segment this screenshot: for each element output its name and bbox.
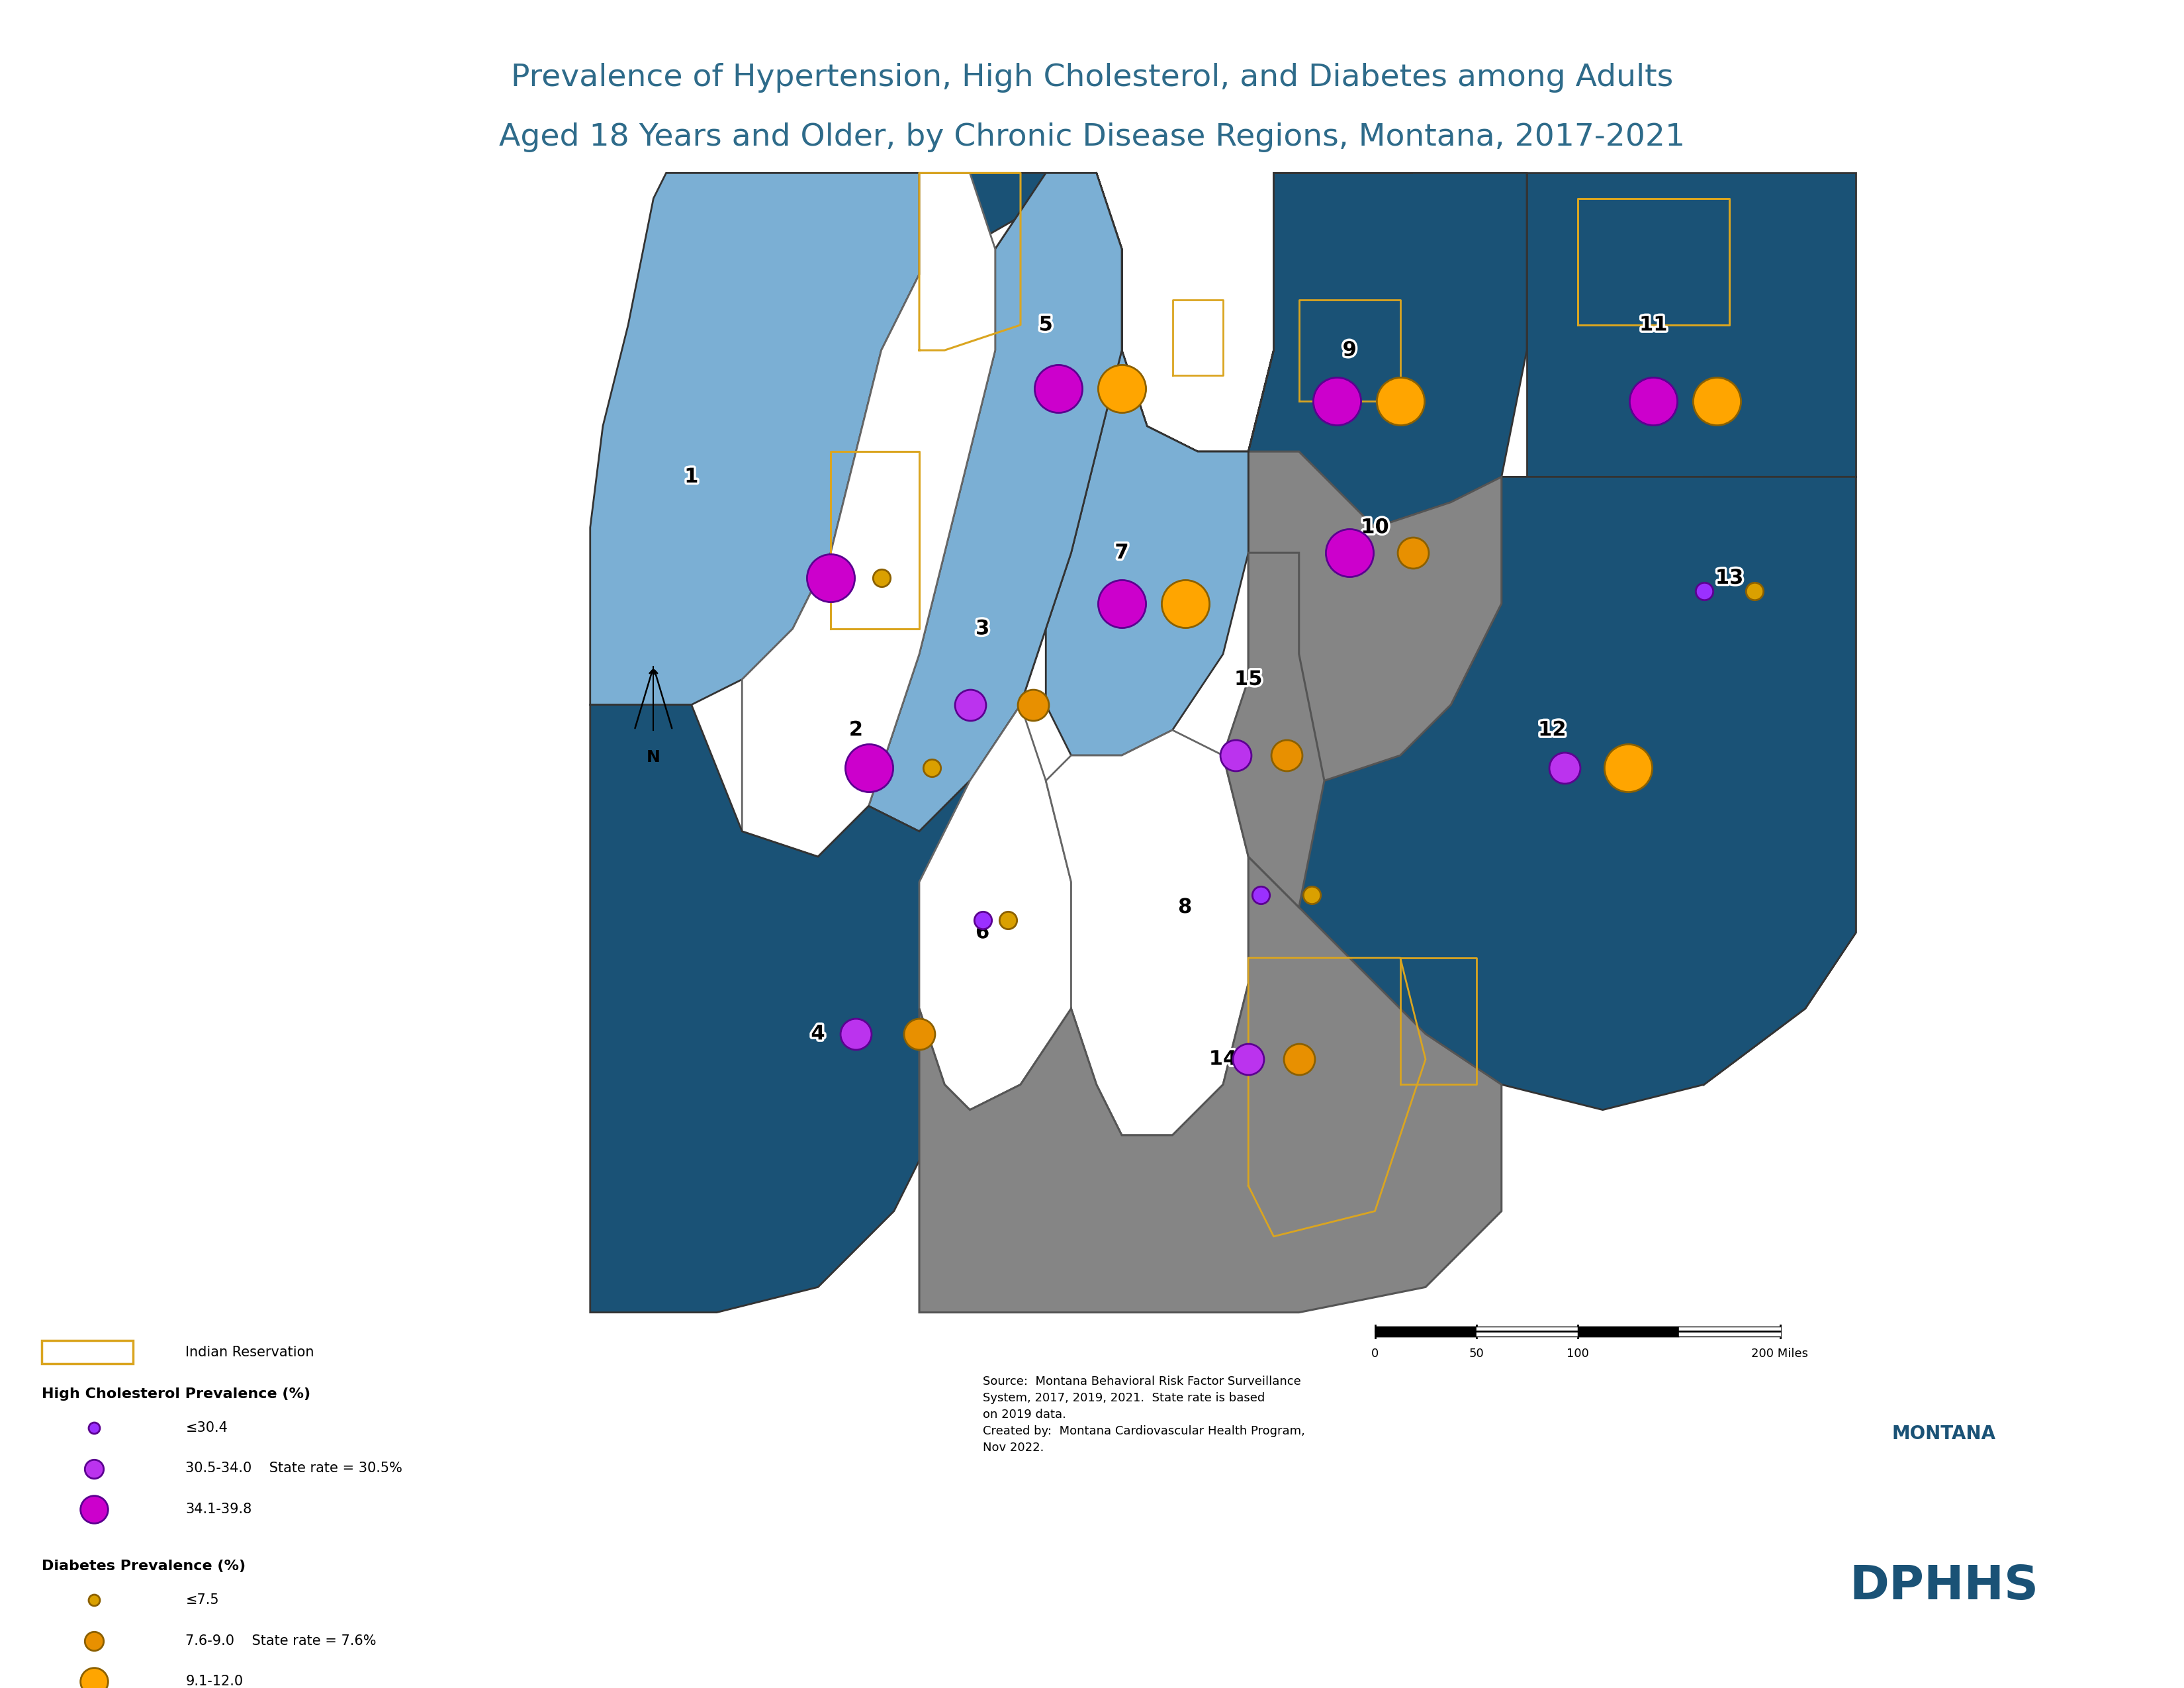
Point [987, 844, 1022, 871]
Polygon shape [869, 174, 1123, 832]
Point [852, 755, 887, 782]
Point [965, 906, 1000, 933]
Text: DPHHS: DPHHS [1850, 1563, 2038, 1609]
Polygon shape [1046, 729, 1249, 1134]
Point [1269, 743, 1304, 770]
Point [1016, 692, 1051, 719]
Polygon shape [1223, 554, 1324, 908]
Text: 2: 2 [850, 721, 863, 739]
Point [1042, 375, 1077, 402]
Text: 50: 50 [1468, 1347, 1483, 1359]
Point [902, 1020, 937, 1047]
Polygon shape [1527, 174, 1856, 478]
Polygon shape [869, 174, 1413, 832]
Text: 30.5-34.0    State rate = 30.5%: 30.5-34.0 State rate = 30.5% [186, 1462, 402, 1475]
Point [1105, 591, 1140, 618]
Point [987, 1212, 1022, 1239]
Polygon shape [590, 706, 996, 1313]
Text: Aged 18 Years and Older, by Chronic Disease Regions, Montana, 2017-2021: Aged 18 Years and Older, by Chronic Dise… [498, 122, 1686, 152]
Polygon shape [919, 706, 1070, 1111]
Text: 4: 4 [810, 1025, 826, 1043]
Point [1105, 375, 1140, 402]
Polygon shape [1046, 351, 1249, 756]
Point [915, 755, 950, 782]
Point [1610, 755, 1645, 782]
Point [1736, 577, 1771, 604]
Point [987, 15, 1022, 42]
Point [839, 1020, 874, 1047]
Point [865, 564, 900, 592]
Text: Indian Reservation: Indian Reservation [186, 1345, 314, 1359]
Text: 7: 7 [1114, 544, 1129, 562]
Point [1232, 1045, 1267, 1074]
Text: Diabetes Prevalence (%): Diabetes Prevalence (%) [41, 1560, 245, 1573]
Text: 13: 13 [1714, 569, 1743, 587]
Text: 8: 8 [1177, 898, 1192, 917]
Polygon shape [1249, 452, 1503, 780]
Text: High Cholesterol Prevalence (%): High Cholesterol Prevalence (%) [41, 1388, 310, 1401]
Text: 12: 12 [1538, 721, 1566, 739]
Point [1546, 755, 1581, 782]
Polygon shape [743, 174, 996, 858]
Text: N: N [646, 749, 660, 765]
Polygon shape [1249, 478, 1856, 1111]
Point [952, 692, 987, 719]
Text: 6: 6 [976, 923, 989, 942]
Text: 34.1-39.8: 34.1-39.8 [186, 1502, 251, 1516]
Text: ≤7.5: ≤7.5 [186, 1593, 218, 1607]
Point [1282, 1045, 1317, 1074]
Text: 3: 3 [976, 619, 989, 638]
Point [1332, 540, 1367, 567]
Text: MONTANA: MONTANA [1891, 1425, 1996, 1443]
Point [1219, 743, 1254, 770]
Text: Source:  Montana Behavioral Risk Factor Surveillance
System, 2017, 2019, 2021.  : Source: Montana Behavioral Risk Factor S… [983, 1376, 1306, 1453]
Text: 14: 14 [1210, 1050, 1236, 1069]
Text: 200 Miles: 200 Miles [1752, 1347, 1808, 1359]
Text: Prevalence of Hypertension, High Cholesterol, and Diabetes among Adults: Prevalence of Hypertension, High Cholest… [511, 62, 1673, 93]
Point [1243, 881, 1278, 908]
Point [1168, 591, 1203, 618]
Polygon shape [1249, 174, 1527, 554]
Point [1396, 540, 1431, 567]
Point [987, 1582, 1022, 1609]
Polygon shape [919, 858, 1503, 1313]
Point [1686, 577, 1721, 604]
Text: 7.6-9.0    State rate = 7.6%: 7.6-9.0 State rate = 7.6% [186, 1634, 376, 1647]
Point [1295, 881, 1330, 908]
Text: ≤30.4: ≤30.4 [186, 1421, 227, 1435]
Polygon shape [590, 174, 919, 706]
Polygon shape [1704, 478, 1856, 1085]
Point [812, 564, 847, 592]
Point [989, 906, 1024, 933]
Point [1636, 388, 1671, 415]
Point [1699, 388, 1734, 415]
Text: 5: 5 [1040, 316, 1053, 334]
Point [1382, 388, 1417, 415]
Text: 9: 9 [1343, 341, 1356, 360]
FancyBboxPatch shape [41, 1340, 133, 1364]
Text: 100: 100 [1566, 1347, 1588, 1359]
Text: 11: 11 [1640, 316, 1666, 334]
Text: 9.1-12.0: 9.1-12.0 [186, 1674, 242, 1688]
Text: 10: 10 [1361, 518, 1389, 537]
Text: 15: 15 [1234, 670, 1262, 689]
Point [1319, 388, 1354, 415]
Text: 0: 0 [1372, 1347, 1378, 1359]
Text: 1: 1 [684, 468, 699, 486]
